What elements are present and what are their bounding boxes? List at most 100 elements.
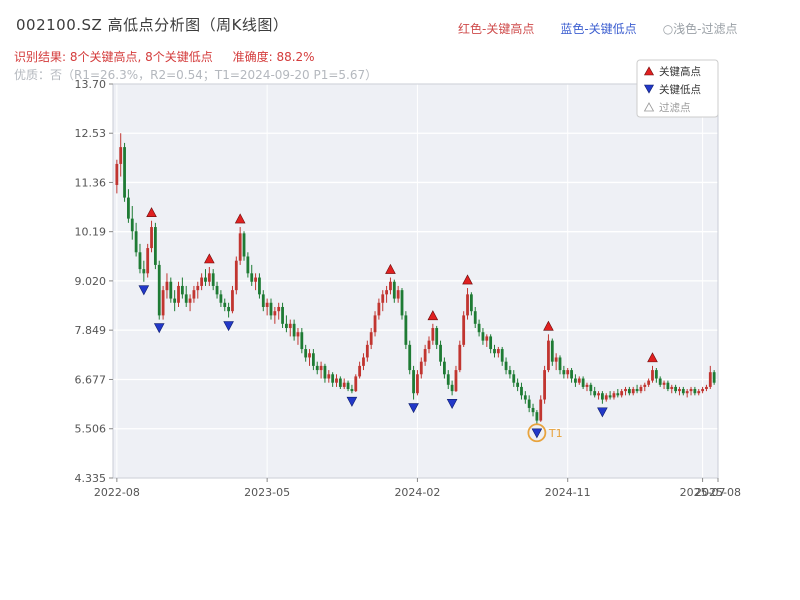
candle-body xyxy=(408,344,412,371)
candle-body xyxy=(697,391,701,394)
candle-body xyxy=(288,323,292,329)
chart-legend xyxy=(636,59,719,118)
x-tick-label: 2024-02 xyxy=(394,486,440,499)
candle-body xyxy=(443,361,446,375)
candle-body xyxy=(670,386,674,390)
candle-body xyxy=(627,389,631,394)
candle-body xyxy=(157,264,161,316)
y-tick-label: 10.19 xyxy=(75,226,107,239)
candle-body xyxy=(358,365,362,377)
candle-body xyxy=(508,370,512,375)
candle-body xyxy=(404,315,408,345)
candle-body xyxy=(188,298,192,303)
key-low-marker xyxy=(597,407,608,418)
y-tick-label: 7.849 xyxy=(75,324,107,337)
candle-body xyxy=(327,374,331,379)
candle-body xyxy=(600,393,604,400)
candle-body xyxy=(550,340,554,362)
candle-body xyxy=(335,378,338,383)
candle-body xyxy=(585,384,589,387)
candle-body xyxy=(604,395,608,400)
candle-body xyxy=(520,386,523,396)
candle-body xyxy=(281,306,284,324)
candle-body xyxy=(708,372,712,387)
candle-body xyxy=(435,328,439,345)
candle-body xyxy=(693,389,697,394)
key-high-marker xyxy=(234,213,246,224)
quality-line: 优质：否（R1=26.3%，R2=0.54；T1=2024-09-20 P1=5… xyxy=(14,68,378,82)
key-high-marker xyxy=(204,253,215,264)
candle-body xyxy=(416,374,419,394)
candle-body xyxy=(385,290,388,295)
candle-body xyxy=(547,340,550,371)
candle-body xyxy=(304,349,308,358)
candle-body xyxy=(269,302,273,316)
candle-body xyxy=(473,311,477,324)
candle-body xyxy=(527,399,531,408)
candle-body xyxy=(234,260,238,291)
candle-body xyxy=(323,365,327,379)
candle-body xyxy=(273,311,277,316)
candle-body xyxy=(685,391,689,394)
candle-body xyxy=(462,315,466,345)
y-tick-label: 6.677 xyxy=(75,373,107,386)
candle-body xyxy=(165,281,169,291)
candle-body xyxy=(419,361,423,375)
t1-circle xyxy=(527,423,547,443)
candle-body xyxy=(184,294,188,303)
key-low-marker xyxy=(346,396,358,407)
candle-body xyxy=(223,302,227,307)
candle-body xyxy=(319,365,323,371)
candle-body xyxy=(258,277,261,295)
candle-body xyxy=(123,147,126,198)
candle-body xyxy=(169,281,173,299)
candle-body xyxy=(250,273,254,282)
key-low-marker xyxy=(408,403,419,414)
page-title: 002100.SZ 高低点分析图（周K线图） xyxy=(16,16,289,34)
candle-body xyxy=(485,336,489,341)
candle-body xyxy=(493,349,496,354)
candle-body xyxy=(639,386,643,392)
candle-body xyxy=(705,386,708,390)
candle-body xyxy=(204,277,207,282)
candle-body xyxy=(242,233,246,257)
x-tick-label: 2025-07 xyxy=(680,486,726,499)
candle-body xyxy=(593,391,597,396)
candle-body xyxy=(554,357,558,362)
candle-body xyxy=(215,285,219,295)
legend-key-low-icon xyxy=(643,84,655,94)
candle-body xyxy=(454,370,458,392)
key-low-marker xyxy=(138,285,150,296)
candle-body xyxy=(651,370,654,381)
candle-body xyxy=(701,389,704,392)
candle-body xyxy=(412,370,415,394)
candle-body xyxy=(616,393,620,396)
candle-body xyxy=(153,227,157,265)
candle-body xyxy=(469,294,473,312)
candle-body xyxy=(311,353,315,366)
candle-body xyxy=(231,290,234,312)
candle-body xyxy=(543,370,546,400)
candle-body xyxy=(531,407,535,413)
candle-body xyxy=(119,147,123,164)
x-tick-label: 2022-08 xyxy=(94,486,140,499)
candle-body xyxy=(658,378,662,385)
candle-body xyxy=(566,370,570,375)
key-high-marker xyxy=(462,274,473,285)
candle-body xyxy=(365,344,369,358)
candle-body xyxy=(500,349,504,362)
key-high-marker xyxy=(647,352,658,363)
candle-body xyxy=(712,372,716,383)
candle-body xyxy=(392,281,396,299)
candle-body xyxy=(238,233,242,261)
candle-body xyxy=(389,281,392,291)
legend-key-high-label: 关键高点 xyxy=(659,65,701,78)
candle-body xyxy=(489,336,493,350)
candle-body xyxy=(350,389,354,392)
candle-body xyxy=(246,256,250,274)
legend-key-low-label: 关键低点 xyxy=(659,83,701,96)
candle-body xyxy=(589,384,593,392)
candle-body xyxy=(450,384,454,392)
candle-body xyxy=(678,389,681,392)
